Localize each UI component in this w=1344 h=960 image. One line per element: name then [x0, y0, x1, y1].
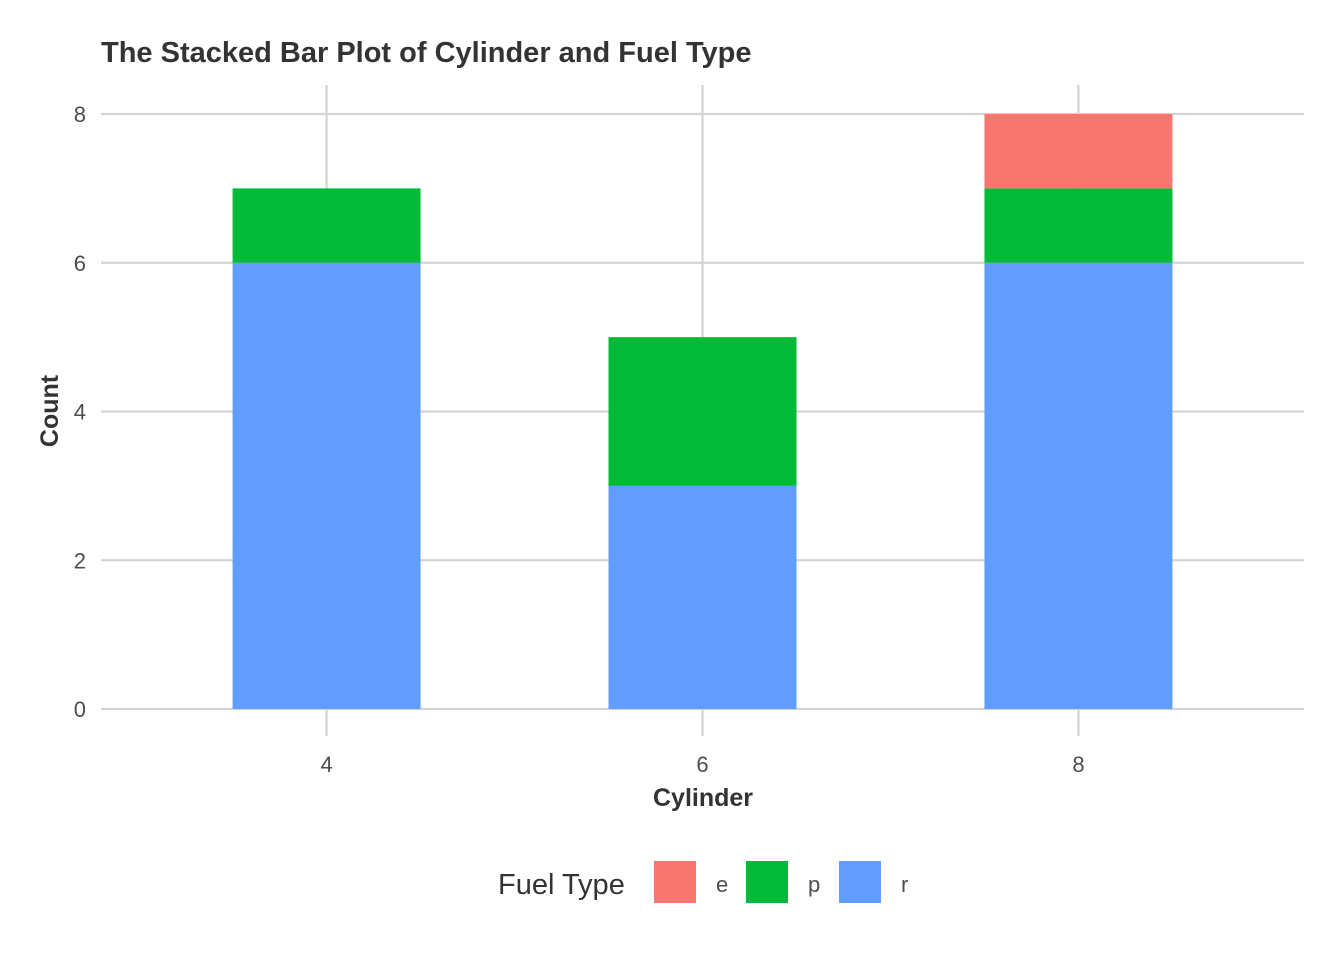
legend-label-r: r	[901, 872, 908, 897]
y-tick-label: 8	[74, 102, 86, 127]
y-tick-label: 0	[74, 697, 86, 722]
bar-segment-r-cyl-4	[232, 262, 421, 709]
x-tick-label: 6	[696, 752, 708, 777]
y-tick-label: 6	[74, 251, 86, 276]
bar-segment-p-cyl-6	[608, 337, 797, 486]
y-tick-label: 4	[74, 400, 86, 425]
bars	[232, 114, 1173, 709]
y-tick-label: 2	[74, 548, 86, 573]
legend-key-p	[746, 861, 788, 903]
legend: Fuel Type e p r	[498, 861, 908, 903]
bar-segment-p-cyl-4	[232, 188, 421, 263]
bar-segment-p-cyl-8	[984, 188, 1173, 263]
bar-segment-r-cyl-6	[608, 485, 797, 709]
bar-segment-e-cyl-8	[984, 114, 1173, 189]
tick-labels: 0 2 4 6 8 4 6 8	[74, 102, 1085, 777]
legend-key-r	[839, 861, 881, 903]
x-axis-title: Cylinder	[653, 784, 753, 812]
bar-segment-r-cyl-8	[984, 262, 1173, 709]
legend-label-p: p	[808, 872, 820, 897]
legend-title: Fuel Type	[498, 869, 625, 901]
x-tick-label: 4	[320, 752, 332, 777]
legend-key-e	[654, 861, 696, 903]
legend-label-e: e	[716, 872, 728, 897]
y-axis-title: Count	[36, 374, 64, 447]
x-tick-label: 8	[1072, 752, 1084, 777]
chart-title: The Stacked Bar Plot of Cylinder and Fue…	[101, 37, 751, 69]
